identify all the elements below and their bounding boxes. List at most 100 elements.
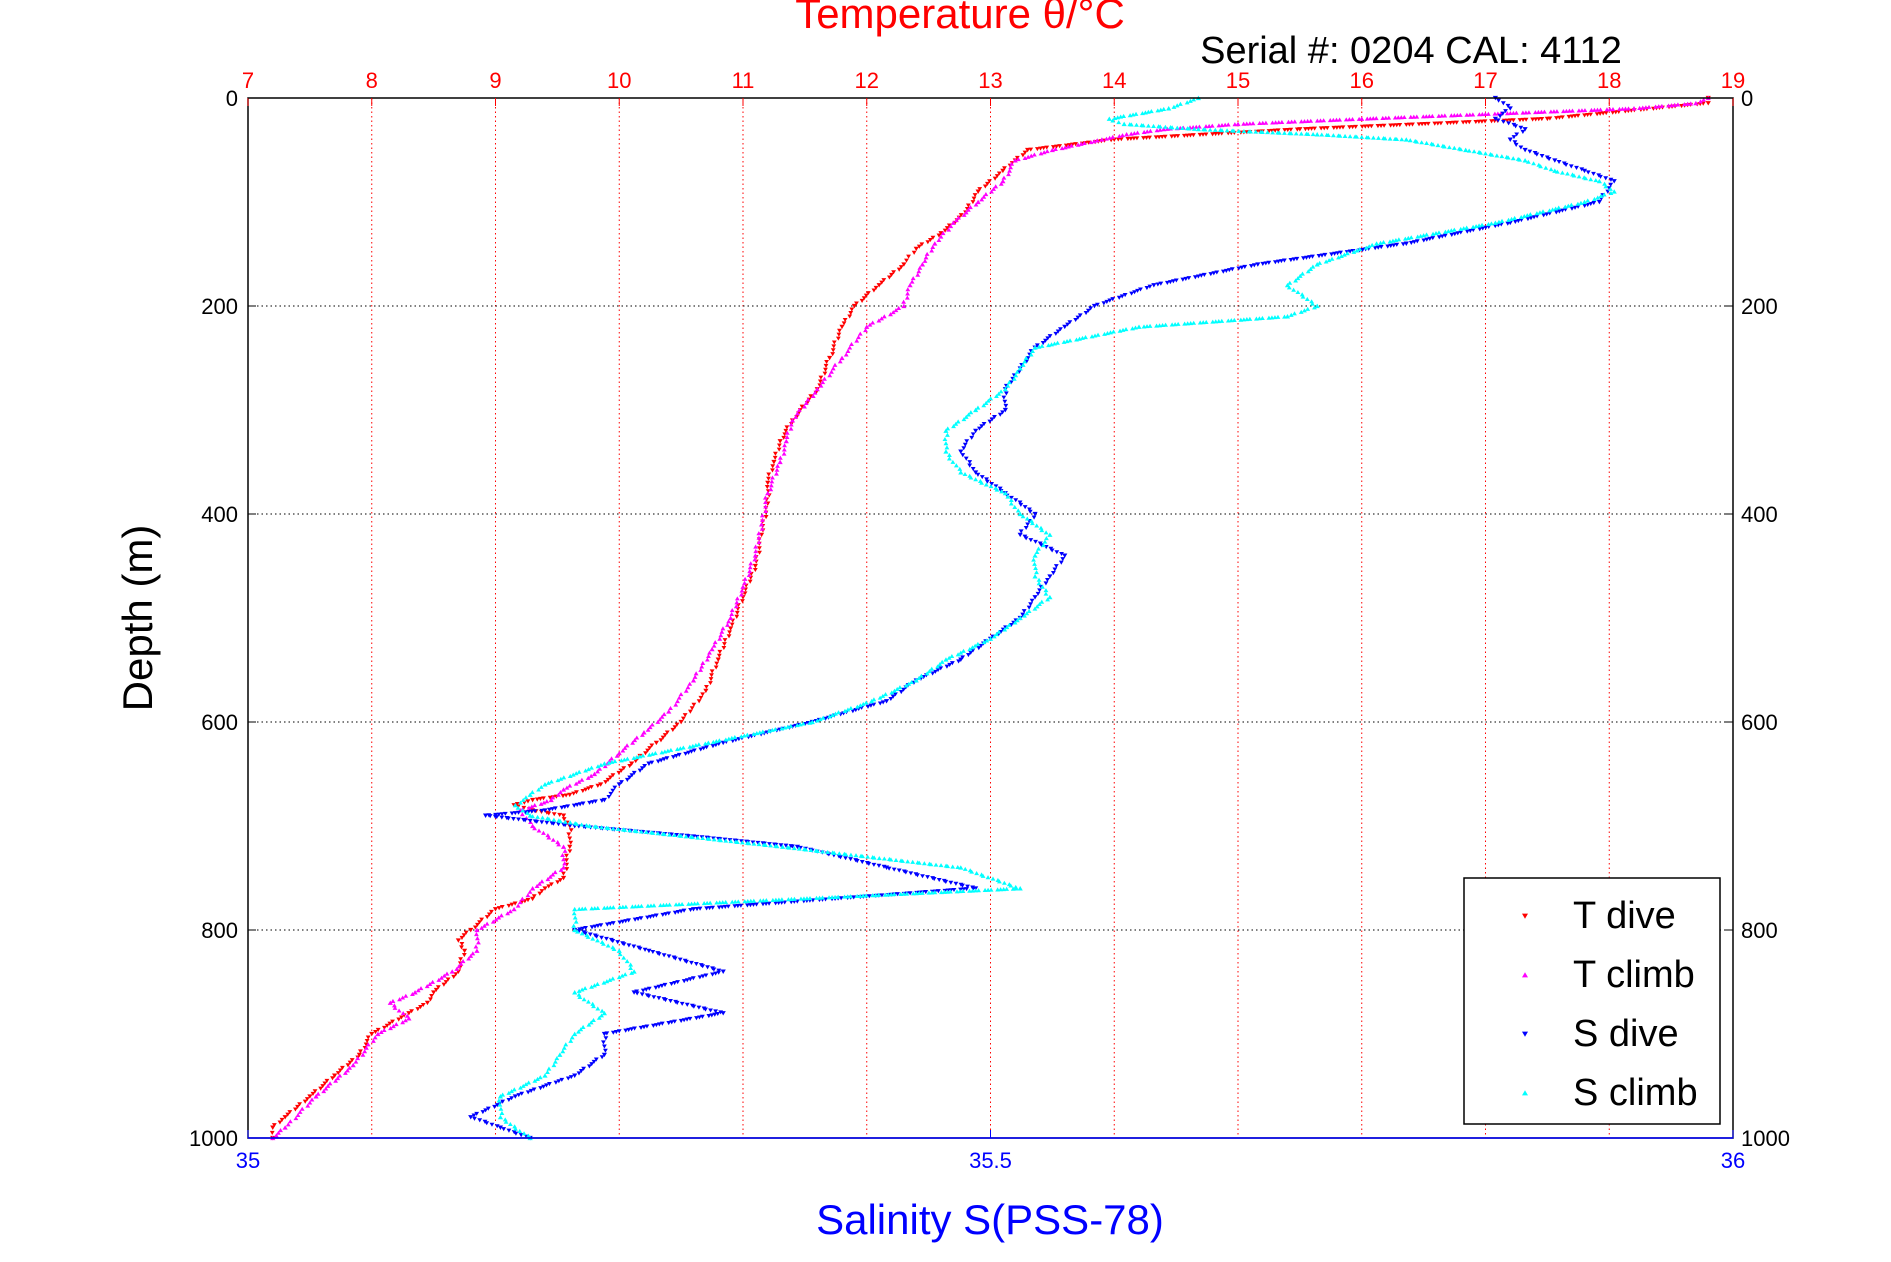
data-point-interp (919, 242, 925, 247)
data-point-interp (1073, 317, 1079, 323)
data-point-interp (505, 911, 511, 916)
data-point-interp (604, 905, 610, 910)
data-point-interp (1001, 175, 1007, 180)
data-point-interp (1387, 136, 1393, 141)
data-point-interp (1436, 235, 1442, 240)
data-point-interp (522, 818, 528, 823)
data-point-interp (751, 898, 757, 903)
data-point-interp (1483, 151, 1488, 156)
data-point-interp (1058, 327, 1063, 332)
data-point-interp (968, 475, 974, 480)
data-point (1032, 345, 1038, 350)
data-point-interp (1065, 144, 1071, 149)
data-point-interp (702, 741, 708, 746)
data-point-interp (991, 634, 997, 639)
data-point-interp (1188, 320, 1194, 326)
data-point-interp (355, 1056, 361, 1061)
data-point-interp (963, 414, 969, 419)
temp-tick-label: 16 (1350, 68, 1374, 93)
data-point-interp (785, 724, 791, 729)
data-point-interp (982, 887, 988, 893)
data-point-interp (672, 956, 678, 961)
data-point-interp (897, 685, 903, 690)
data-point-interp (627, 775, 633, 780)
data-point-interp (1521, 214, 1527, 219)
data-point-interp (1342, 133, 1348, 138)
data-point-interp (880, 693, 886, 698)
data-point (913, 678, 919, 683)
data-point-interp (601, 905, 607, 910)
data-point-interp (561, 775, 567, 780)
data-point-interp (603, 780, 609, 785)
data-point-interp (696, 742, 702, 747)
data-point-interp (579, 777, 585, 782)
data-point-interp (896, 868, 902, 873)
data-point-interp (863, 893, 869, 898)
data-point-interp (1024, 516, 1030, 521)
data-point-interp (722, 837, 728, 842)
data-point-interp (748, 561, 754, 566)
data-point-interp (965, 884, 970, 889)
data-point-interp (1354, 134, 1360, 139)
data-point-interp (605, 943, 611, 948)
data-point-interp (921, 861, 927, 866)
data-point-interp (683, 751, 689, 756)
data-point-interp (711, 967, 717, 972)
data-point-interp (733, 604, 739, 609)
data-point-interp (527, 818, 533, 823)
data-point-interp (1424, 140, 1429, 145)
data-point-interp (436, 977, 442, 982)
data-point (1002, 407, 1008, 413)
data-point-interp (1585, 198, 1591, 203)
data-point-interp (944, 664, 950, 669)
data-point-interp (1186, 126, 1192, 131)
data-point-interp (812, 390, 818, 395)
data-point-interp (1525, 217, 1531, 222)
data-point-interp (1479, 112, 1485, 117)
data-point-interp (1513, 142, 1519, 147)
data-point-interp (365, 1042, 371, 1047)
data-point (598, 782, 604, 787)
data-point-interp (1458, 226, 1464, 231)
data-point-interp (820, 380, 826, 385)
data-point-interp (1050, 571, 1056, 576)
data-point-interp (1128, 131, 1134, 136)
data-point-interp (1510, 156, 1516, 161)
data-point-interp (293, 1107, 298, 1112)
data-point-interp (1534, 211, 1540, 216)
data-point-interp (709, 673, 714, 678)
data-point (789, 418, 796, 423)
data-point-interp (1088, 140, 1094, 145)
data-point-interp (1034, 523, 1040, 528)
data-point-interp (514, 801, 520, 807)
data-point-interp (1266, 315, 1272, 320)
data-point-interp (1494, 153, 1500, 158)
data-point-interp (515, 903, 521, 908)
data-point (728, 626, 734, 631)
data-point-interp (445, 977, 451, 982)
data-point-interp (335, 1076, 341, 1081)
data-point-interp (729, 899, 735, 904)
data-point-interp (1083, 335, 1088, 340)
data-point (1000, 168, 1006, 174)
data-point-interp (499, 812, 505, 817)
data-point-interp (985, 398, 991, 403)
data-point-interp (973, 477, 979, 482)
data-point-interp (527, 889, 533, 894)
data-point-interp (729, 611, 735, 617)
data-point-interp (1594, 112, 1600, 117)
data-point-interp (1372, 246, 1378, 251)
data-point-interp (1574, 165, 1579, 170)
data-point-interp (774, 844, 780, 849)
data-point-interp (562, 861, 567, 866)
data-point-interp (848, 311, 854, 316)
legend-box (1463, 877, 1721, 1125)
data-point-interp (520, 797, 526, 802)
data-point-interp (1038, 151, 1044, 156)
data-point (720, 969, 726, 974)
data-point-interp (768, 483, 774, 488)
data-point-interp (1089, 334, 1095, 339)
data-point-interp (756, 540, 762, 545)
data-point-interp (673, 754, 679, 759)
data-point-interp (1579, 108, 1585, 113)
